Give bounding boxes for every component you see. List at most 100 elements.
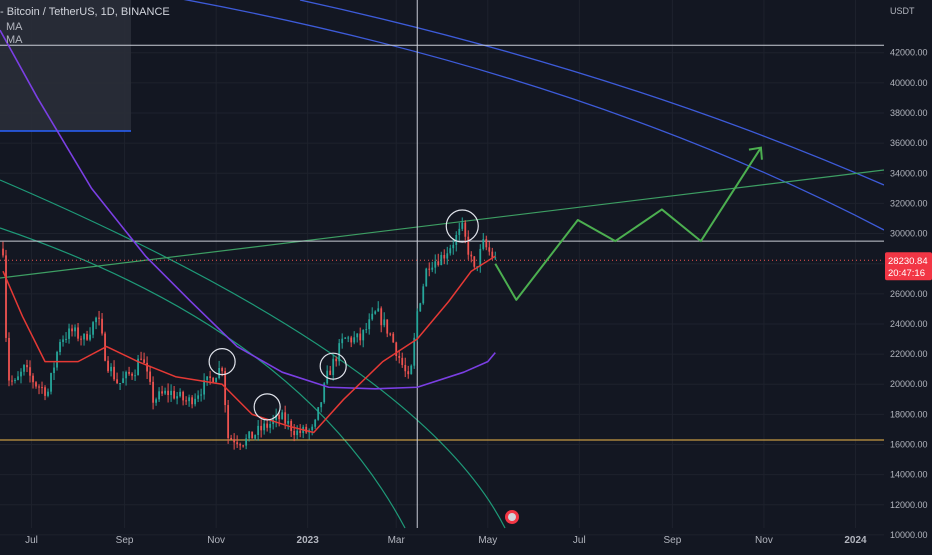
candle-body bbox=[5, 255, 7, 338]
candle-body bbox=[254, 435, 257, 439]
price-tick-label: 40000.00 bbox=[890, 78, 928, 88]
candle-body bbox=[26, 365, 28, 368]
candle-body bbox=[62, 339, 64, 342]
candle-body bbox=[197, 395, 200, 399]
candle-body bbox=[455, 234, 458, 245]
channel-line-lower bbox=[183, 0, 885, 231]
candle-body bbox=[356, 333, 359, 338]
candle-body bbox=[74, 327, 76, 332]
candle-body bbox=[437, 261, 440, 266]
candlestick-series bbox=[2, 217, 497, 450]
candle-body bbox=[320, 402, 323, 408]
candle-body bbox=[257, 425, 260, 436]
candle-body bbox=[92, 322, 94, 335]
candle-body bbox=[479, 248, 482, 267]
candle-body bbox=[131, 373, 133, 376]
time-tick-label: Nov bbox=[755, 535, 773, 546]
candle-body bbox=[314, 419, 317, 427]
candle-body bbox=[431, 267, 434, 270]
candle-body bbox=[347, 337, 350, 339]
candle-body bbox=[98, 317, 100, 319]
candle-body bbox=[203, 380, 206, 395]
candle-body bbox=[440, 254, 443, 266]
candle-body bbox=[341, 338, 344, 344]
candle-body bbox=[8, 337, 10, 381]
ma-indicator-label-2[interactable]: MA bbox=[6, 34, 23, 46]
candle-body bbox=[119, 383, 121, 385]
shaded-zone bbox=[0, 0, 131, 131]
candle-body bbox=[209, 376, 212, 378]
candle-body bbox=[65, 338, 67, 340]
candle-body bbox=[392, 333, 395, 343]
candle-body bbox=[77, 327, 79, 339]
candle-body bbox=[488, 247, 491, 252]
time-tick-label: 2024 bbox=[844, 535, 867, 546]
candle-body bbox=[395, 342, 398, 356]
candle-body bbox=[179, 391, 182, 397]
candle-body bbox=[134, 375, 136, 377]
candle-body bbox=[20, 371, 22, 377]
candle-body bbox=[422, 286, 425, 304]
candle-body bbox=[326, 370, 329, 384]
candle-body bbox=[317, 407, 320, 420]
candle-body bbox=[494, 257, 497, 259]
candle-body bbox=[332, 358, 335, 376]
candle-body bbox=[35, 382, 37, 387]
candle-body bbox=[152, 381, 154, 403]
candle-body bbox=[149, 371, 151, 382]
candle-body bbox=[329, 370, 332, 376]
candle-body bbox=[14, 379, 16, 381]
candle-body bbox=[107, 360, 109, 372]
candle-body bbox=[248, 431, 251, 439]
candle-body bbox=[50, 373, 52, 392]
candle-body bbox=[11, 380, 13, 382]
time-tick-label: May bbox=[478, 535, 497, 546]
ma-slow-line bbox=[0, 29, 496, 390]
candle-body bbox=[305, 426, 308, 433]
candle-body bbox=[434, 261, 437, 268]
candle-body bbox=[380, 308, 383, 326]
candle-body bbox=[266, 423, 269, 428]
price-tick-label: 22000.00 bbox=[890, 349, 928, 359]
candle-body bbox=[200, 394, 203, 396]
time-tick-label: 2023 bbox=[297, 535, 320, 546]
candle-body bbox=[242, 445, 245, 447]
candle-body bbox=[125, 371, 127, 379]
candle-body bbox=[245, 438, 248, 446]
candle-body bbox=[410, 365, 413, 375]
candle-body bbox=[281, 412, 284, 420]
candle-body bbox=[299, 430, 302, 433]
candle-body bbox=[56, 352, 58, 368]
candle-body bbox=[236, 442, 239, 445]
candle-body bbox=[137, 358, 139, 376]
candle-body bbox=[461, 222, 464, 229]
highlight-circle bbox=[445, 209, 479, 243]
candle-body bbox=[458, 228, 461, 235]
time-tick-label: Mar bbox=[388, 535, 406, 546]
candle-body bbox=[89, 334, 91, 340]
candle-body bbox=[101, 318, 103, 334]
price-tick-label: 26000.00 bbox=[890, 289, 928, 299]
candle-body bbox=[398, 355, 401, 358]
price-tick-label: 38000.00 bbox=[890, 108, 928, 118]
candle-body bbox=[452, 244, 455, 249]
price-badge-value: 28230.84 bbox=[888, 256, 928, 267]
ma-indicator-label-1[interactable]: MA bbox=[6, 21, 23, 33]
candle-body bbox=[290, 421, 293, 431]
candle-body bbox=[32, 375, 34, 383]
candle-body bbox=[482, 239, 485, 249]
candle-body bbox=[173, 390, 175, 399]
time-tick-label: Nov bbox=[207, 535, 225, 546]
price-tick-label: 24000.00 bbox=[890, 319, 928, 329]
candle-body bbox=[293, 430, 296, 436]
candle-body bbox=[128, 371, 130, 374]
candle-body bbox=[368, 319, 371, 330]
candle-body bbox=[122, 378, 124, 384]
candle-body bbox=[386, 319, 389, 334]
candle-body bbox=[284, 412, 287, 424]
candle-body bbox=[374, 311, 377, 314]
highlight-circle bbox=[208, 348, 236, 376]
candle-body bbox=[353, 337, 356, 343]
